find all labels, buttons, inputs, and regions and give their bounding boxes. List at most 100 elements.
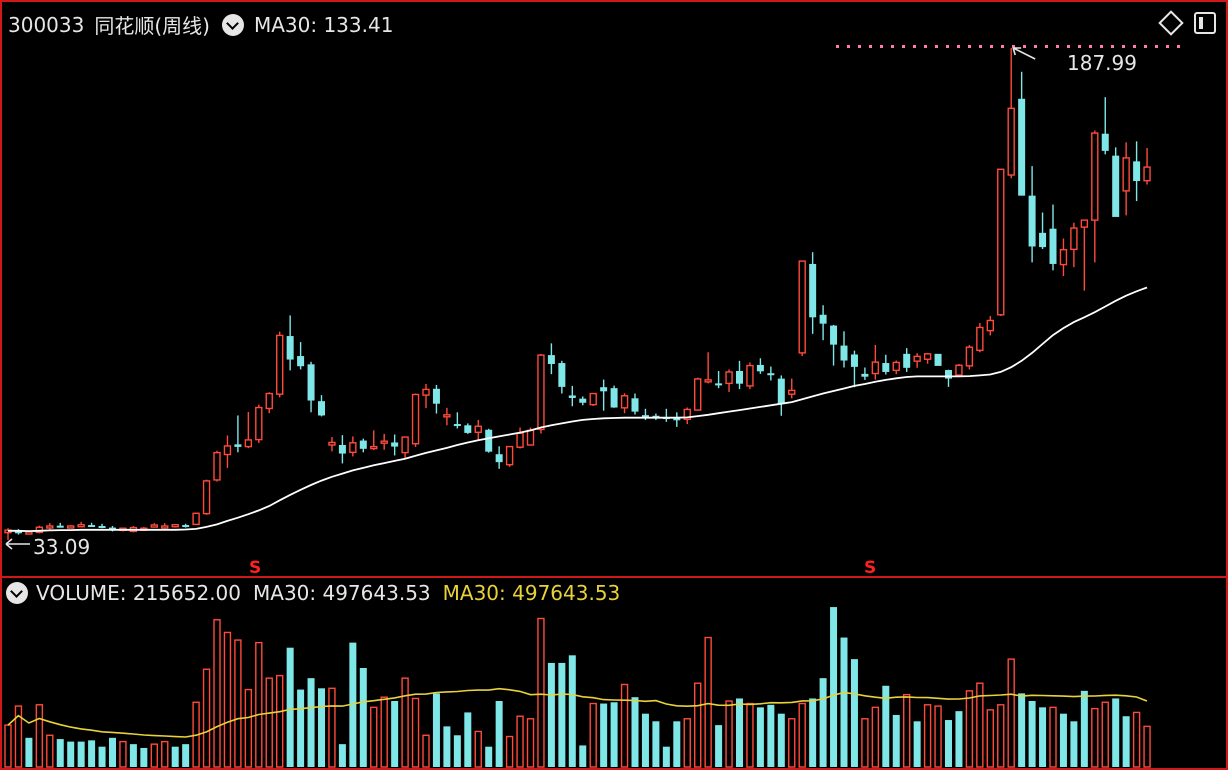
high-ref-dot <box>869 45 872 48</box>
candle-body <box>892 361 900 372</box>
volume-bar <box>213 619 221 768</box>
candle <box>631 393 639 415</box>
toolbar-icons <box>1158 10 1216 36</box>
candle-body <box>505 445 514 466</box>
high-price-label: 187.99 <box>1067 51 1137 75</box>
volume-bar <box>600 703 608 767</box>
candle-body <box>359 440 367 449</box>
signal-marker: S <box>249 558 261 578</box>
volume-bar <box>1059 713 1067 767</box>
candle-body <box>422 388 430 396</box>
candle-body <box>46 525 54 529</box>
candle-body <box>997 168 1005 316</box>
volume-bar <box>725 700 733 768</box>
candle-body <box>934 353 942 366</box>
volume-bar <box>850 659 858 767</box>
volume-bar <box>788 718 796 768</box>
volume-bar <box>986 709 994 768</box>
candle-body <box>798 260 806 354</box>
candle-body <box>265 392 273 410</box>
candle-body <box>945 370 952 379</box>
volume-bar <box>704 636 712 768</box>
candle-body <box>788 389 796 395</box>
candle <box>568 385 576 407</box>
panel-toggle-icon[interactable] <box>1194 12 1216 34</box>
candle-body <box>109 527 116 530</box>
candle-body <box>25 531 33 535</box>
chevron-down-icon[interactable] <box>221 13 244 36</box>
candle <box>98 523 106 529</box>
candle-body <box>558 363 566 387</box>
volume-bar <box>359 668 367 767</box>
candle <box>297 342 305 370</box>
candle-body <box>850 354 858 367</box>
candle <box>150 523 159 528</box>
candle <box>986 316 994 336</box>
candle <box>923 352 932 364</box>
high-ref-dot <box>1001 45 1004 48</box>
candle <box>955 364 963 378</box>
volume-bar <box>161 740 169 768</box>
candle-body <box>182 525 190 528</box>
candle <box>547 343 555 375</box>
candle-body <box>453 424 461 427</box>
volume-bar <box>830 607 838 767</box>
candle <box>913 353 921 368</box>
candle <box>1080 219 1089 291</box>
candle <box>1112 147 1120 217</box>
candle-body <box>161 525 169 529</box>
candle <box>652 413 660 420</box>
candle <box>495 446 503 469</box>
volume-bar <box>767 704 775 767</box>
high-ref-dot <box>1089 45 1092 48</box>
candle <box>830 324 838 366</box>
high-ref-dot <box>902 45 905 48</box>
candle <box>694 377 702 411</box>
volume-bar <box>798 702 806 768</box>
high-ref-dot <box>1155 45 1158 48</box>
volume-bar <box>46 734 54 768</box>
candle <box>192 512 200 526</box>
volume-bar <box>1039 707 1047 767</box>
volume-bar <box>35 704 44 768</box>
candle <box>161 523 169 529</box>
volume-bar <box>265 677 273 768</box>
volume-bar <box>777 713 785 767</box>
candle-body <box>14 530 22 534</box>
volume-bar <box>610 702 618 767</box>
candle-body <box>318 401 325 416</box>
candle-body <box>98 525 106 528</box>
high-ref-dot <box>1177 45 1180 48</box>
volume-bar <box>1143 725 1151 768</box>
volume-bar <box>297 689 305 767</box>
candle <box>380 433 388 450</box>
candle <box>777 375 785 416</box>
high-ref-dot <box>1133 45 1136 48</box>
candle-body <box>1018 98 1026 196</box>
volume-bar <box>756 707 764 767</box>
volume-bar <box>370 706 378 768</box>
chevron-down-icon[interactable] <box>6 582 28 604</box>
candle <box>934 353 942 366</box>
candle <box>620 393 629 414</box>
candle-body <box>903 353 911 368</box>
candle-body <box>746 364 754 387</box>
candle-body <box>652 415 660 418</box>
candle-body <box>485 429 493 452</box>
candle-body <box>955 364 963 376</box>
price-panel <box>4 45 1180 540</box>
high-ref-dot <box>1012 45 1015 48</box>
candle-body <box>328 441 336 446</box>
candle <box>725 369 733 392</box>
candle <box>474 419 482 441</box>
candle-body <box>610 388 618 408</box>
candle <box>1028 166 1036 263</box>
volume-bar <box>338 744 346 767</box>
candle-body <box>432 388 440 404</box>
stock-name: 同花顺(周线) <box>94 14 210 38</box>
volume-bar <box>892 714 900 767</box>
volume-bar <box>234 639 242 768</box>
candle <box>359 438 367 453</box>
